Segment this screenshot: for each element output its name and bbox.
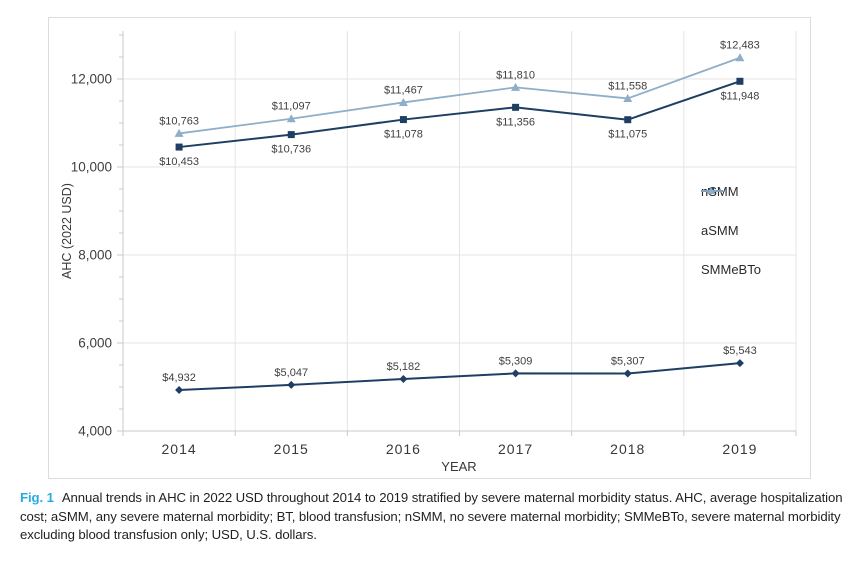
x-axis-title: YEAR <box>441 459 476 474</box>
figure-caption-label: Fig. 1 <box>20 490 54 505</box>
legend-label: aSMM <box>701 223 739 238</box>
legend-item-aSMM: aSMM <box>701 188 761 238</box>
chart-legend: nSMM aSMM SMMeBTo <box>701 184 761 277</box>
data-point-nSMM-2016 <box>399 374 408 383</box>
y-tick-label: 8,000 <box>78 248 112 263</box>
x-tick-label: 2015 <box>274 441 309 457</box>
data-label-SMMeBTo-2016: $11,467 <box>384 84 423 96</box>
series-line-nSMM <box>179 362 741 391</box>
data-point-aSMM-2016 <box>399 116 407 124</box>
axis-layer: 4,000 6,000 8,000 10,000 12,000 2014 2015 2016 2… <box>71 31 797 457</box>
series-line-aSMM <box>178 80 741 149</box>
data-label-nSMM-2016: $5,182 <box>387 361 421 373</box>
data-point-aSMM-2019 <box>736 77 744 85</box>
legend-marker-shape <box>707 187 715 194</box>
data-label-aSMM-2019: $11,948 <box>720 90 759 102</box>
data-label-nSMM-2014: $4,932 <box>162 372 196 384</box>
data-label-aSMM-2016: $11,078 <box>384 129 423 141</box>
grid-layer <box>123 31 797 431</box>
legend-label: SMMeBTo <box>701 262 761 277</box>
data-label-nSMM-2017: $5,309 <box>499 355 533 367</box>
data-point-nSMM-2018 <box>623 369 632 378</box>
data-label-aSMM-2018: $11,075 <box>608 129 647 141</box>
data-label-SMMeBTo-2017: $11,810 <box>496 69 535 81</box>
data-label-aSMM-2017: $11,356 <box>496 116 535 128</box>
y-tick-label: 4,000 <box>78 424 112 439</box>
legend-marker-triangle-icon <box>701 187 723 194</box>
series-layer <box>174 53 745 394</box>
data-label-SMMeBTo-2019: $12,483 <box>720 40 760 52</box>
data-point-nSMM-2019 <box>735 359 744 368</box>
y-tick-label: 10,000 <box>71 160 112 175</box>
data-point-SMMeBTo-2016 <box>398 97 408 106</box>
data-label-SMMeBTo-2018: $11,558 <box>608 80 647 92</box>
data-label-SMMeBTo-2014: $10,763 <box>159 115 199 127</box>
data-point-SMMeBTo-2015 <box>286 114 296 123</box>
figure-caption: Fig. 1 Annual trends in AHC in 2022 USD t… <box>20 489 844 545</box>
x-tick-label: 2014 <box>162 441 197 457</box>
data-point-nSMM-2014 <box>175 385 184 394</box>
data-point-aSMM-2017 <box>512 103 520 111</box>
data-point-SMMeBTo-2017 <box>511 82 521 91</box>
data-label-aSMM-2015: $10,736 <box>271 144 311 156</box>
data-point-aSMM-2014 <box>175 143 183 151</box>
data-label-layer: $4,932 $5,047 $5,182 $5,309 $5,307 $5,543 $10,… <box>159 40 760 384</box>
data-point-nSMM-2017 <box>511 369 520 378</box>
y-axis-title: AHC (2022 USD) <box>60 183 74 279</box>
x-tick-label: 2017 <box>498 441 533 457</box>
data-point-nSMM-2015 <box>287 380 296 389</box>
data-label-nSMM-2018: $5,307 <box>611 355 645 367</box>
series-line-SMMeBTo <box>178 56 741 135</box>
data-label-nSMM-2019: $5,543 <box>723 345 757 357</box>
data-point-aSMM-2018 <box>624 116 632 124</box>
data-point-SMMeBTo-2014 <box>174 128 184 137</box>
data-label-SMMeBTo-2015: $11,097 <box>272 101 311 113</box>
y-tick-label: 12,000 <box>71 72 112 87</box>
line-chart: 4,000 6,000 8,000 10,000 12,000 2014 2015 2016 2… <box>60 31 797 474</box>
data-point-SMMeBTo-2018 <box>623 93 633 102</box>
x-tick-label: 2018 <box>610 441 645 457</box>
data-point-aSMM-2015 <box>287 131 295 139</box>
legend-item-SMMeBTo: SMMeBTo <box>701 187 761 277</box>
figure-panel: 4,000 6,000 8,000 10,000 12,000 2014 2015 2016 2… <box>48 17 811 479</box>
y-tick-label: 6,000 <box>78 336 112 351</box>
data-label-aSMM-2014: $10,453 <box>159 156 199 168</box>
data-point-SMMeBTo-2019 <box>735 53 745 62</box>
data-label-nSMM-2015: $5,047 <box>274 367 308 379</box>
x-tick-label: 2016 <box>386 441 421 457</box>
figure-caption-text: Annual trends in AHC in 2022 USD through… <box>20 490 843 543</box>
x-tick-label: 2019 <box>722 441 757 457</box>
